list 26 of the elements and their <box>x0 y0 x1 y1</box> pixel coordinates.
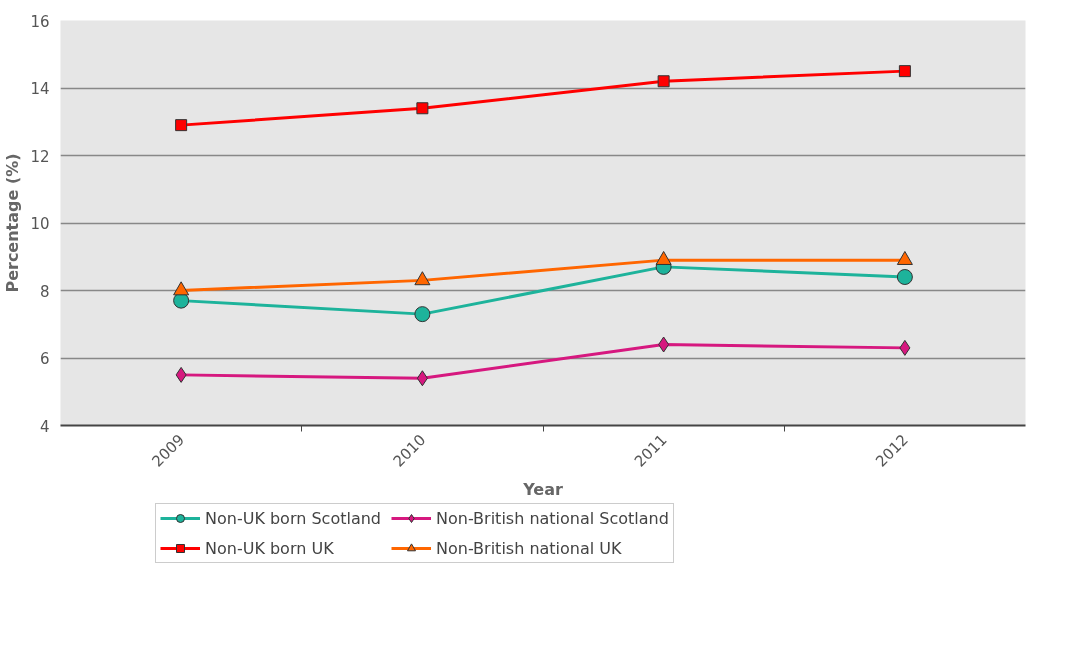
point <box>416 102 429 115</box>
x-axis-title: Year <box>522 479 563 499</box>
y-axis-title: Percentage (%) <box>3 153 23 293</box>
y-tick-label: 6 <box>39 350 50 368</box>
y-tick-label: 4 <box>39 417 50 436</box>
point <box>657 75 670 88</box>
point <box>414 271 431 286</box>
point <box>175 119 188 132</box>
point <box>416 370 428 387</box>
y-tick-label: 12 <box>30 147 50 166</box>
legend-label: Non-British national UK <box>436 538 622 558</box>
y-tick-label: 14 <box>30 80 50 98</box>
y-tick-label: 8 <box>39 282 50 301</box>
legend-label: Non-British national Scotland <box>436 508 669 528</box>
y-tick-label: 10 <box>30 215 50 233</box>
point <box>896 269 913 285</box>
point <box>414 306 431 323</box>
point <box>173 292 190 309</box>
point <box>175 366 187 383</box>
legend-label: Non-UK born Scotland <box>205 508 381 528</box>
legend-label: Non-UK born UK <box>205 538 334 558</box>
point <box>898 65 911 78</box>
point <box>658 336 670 353</box>
point <box>899 339 911 356</box>
y-tick-label: 16 <box>30 12 50 31</box>
point <box>173 281 190 296</box>
